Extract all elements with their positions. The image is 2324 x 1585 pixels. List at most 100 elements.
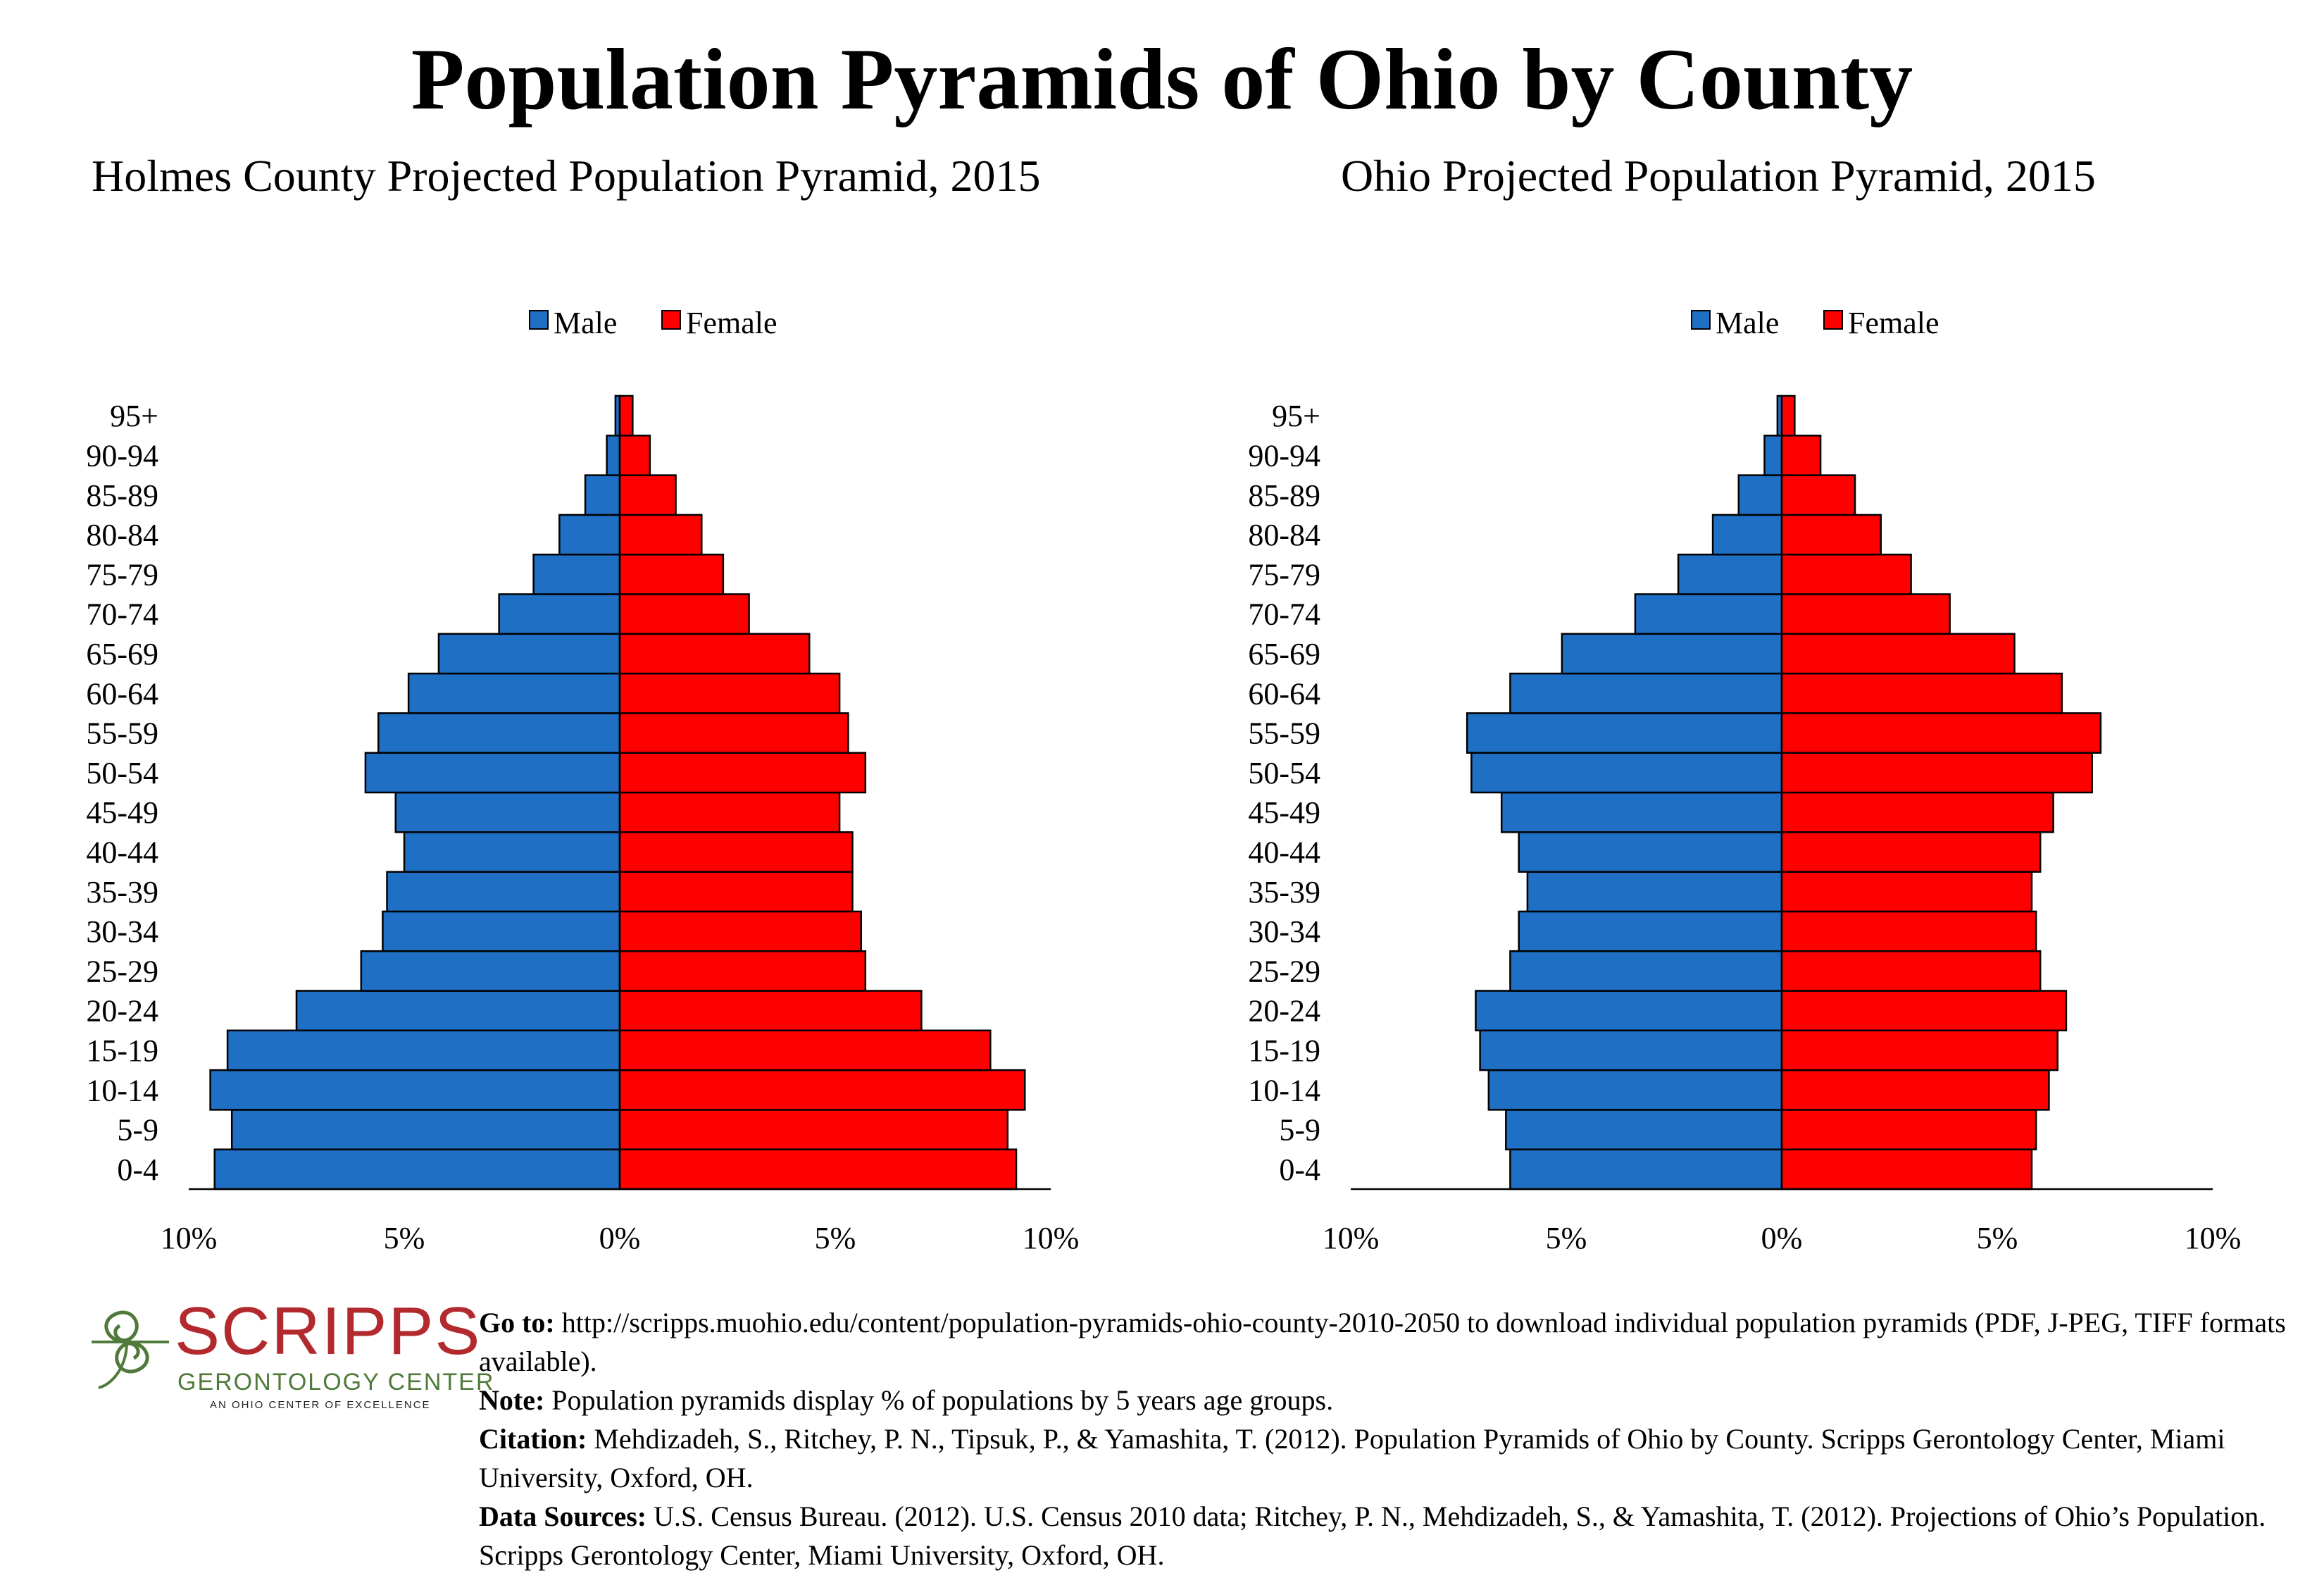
bar-male-15-19	[1479, 1029, 1783, 1071]
footer-notes: Go to: http://scripps.muohio.edu/content…	[479, 1303, 2310, 1574]
bar-female-5-9	[1780, 1109, 2037, 1150]
bar-male-5-9	[1505, 1109, 1783, 1150]
note-line: Note: Population pyramids display % of p…	[479, 1381, 2310, 1419]
bar-male-25-29	[1509, 950, 1783, 992]
bar-male-45-49	[394, 791, 621, 833]
bar-female-50-54	[1780, 752, 2093, 794]
age-label: 15-19	[1248, 1033, 1320, 1068]
bar-female-45-49	[618, 791, 841, 833]
bar-female-75-79	[618, 553, 725, 595]
bar-male-50-54	[1470, 752, 1783, 794]
bar-male-55-59	[377, 712, 621, 754]
sources-text: U.S. Census Bureau. (2012). U.S. Census …	[479, 1500, 2266, 1571]
bar-male-45-49	[1500, 791, 1783, 833]
age-label: 95+	[1272, 399, 1320, 433]
x-tick-label: 10%	[2185, 1221, 2242, 1254]
age-label: 65-69	[1248, 637, 1320, 671]
logo-tagline: AN OHIO CENTER OF EXCELLENCE	[210, 1399, 431, 1411]
x-tick-label: 5%	[1977, 1221, 2018, 1254]
bar-female-95+	[618, 394, 634, 437]
bar-female-70-74	[1780, 593, 1951, 635]
bar-male-60-64	[1509, 672, 1783, 714]
logo-wordmark: SCRIPPS	[175, 1293, 482, 1369]
legend: Male Female	[529, 306, 777, 340]
age-label: 85-89	[1248, 478, 1320, 513]
citation-label: Citation:	[479, 1423, 587, 1455]
age-label: 80-84	[1248, 518, 1320, 552]
x-tick-label: 10%	[1023, 1221, 1080, 1254]
bar-female-0-4	[618, 1148, 1018, 1191]
age-label: 10-14	[1248, 1073, 1320, 1107]
age-label: 75-79	[1248, 557, 1320, 592]
page-title: Population Pyramids of Ohio by County	[411, 31, 1913, 128]
bar-female-85-89	[1780, 474, 1856, 516]
age-label: 20-24	[86, 994, 158, 1028]
age-label: 25-29	[86, 954, 158, 988]
age-label: 45-49	[1248, 795, 1320, 830]
bar-female-15-19	[1780, 1029, 2059, 1071]
chart-title-ohio: Ohio Projected Population Pyramid, 2015	[1341, 151, 2096, 201]
bar-male-85-89	[584, 474, 621, 516]
bar-female-35-39	[1780, 871, 2033, 913]
legend-swatch-male	[529, 310, 549, 330]
note-text: Population pyramids display % of populat…	[551, 1384, 1334, 1416]
age-label: 35-39	[86, 875, 158, 909]
x-tick-label: 0%	[1761, 1221, 1803, 1254]
bar-female-20-24	[618, 990, 923, 1032]
sources-line: Data Sources: U.S. Census Bureau. (2012)…	[479, 1497, 2310, 1574]
bar-female-25-29	[618, 950, 867, 992]
bar-male-10-14	[1487, 1069, 1783, 1111]
bar-male-10-14	[209, 1069, 621, 1111]
bar-female-60-64	[1780, 672, 2063, 714]
bar-male-30-34	[1518, 910, 1783, 952]
bar-female-50-54	[618, 752, 867, 794]
sources-label: Data Sources:	[479, 1500, 647, 1532]
bar-male-55-59	[1466, 712, 1783, 754]
age-label: 50-54	[1248, 756, 1320, 790]
age-label: 55-59	[1248, 716, 1320, 751]
age-label: 40-44	[86, 835, 158, 869]
legend-swatch-female	[1823, 310, 1843, 330]
citation-line: Citation: Mehdizadeh, S., Ritchey, P. N.…	[479, 1419, 2310, 1497]
age-label: 70-74	[86, 597, 158, 632]
age-label: 15-19	[86, 1033, 158, 1068]
bar-female-90-94	[1780, 435, 1822, 476]
bar-male-25-29	[360, 950, 621, 992]
bar-male-40-44	[403, 831, 621, 873]
legend-swatch-female	[661, 310, 681, 330]
bar-female-10-14	[1780, 1069, 2050, 1111]
goto-text: http://scripps.muohio.edu/content/popula…	[479, 1307, 2286, 1377]
goto-line: Go to: http://scripps.muohio.edu/content…	[479, 1303, 2310, 1381]
bar-female-85-89	[618, 474, 677, 516]
legend-swatch-male	[1691, 310, 1711, 330]
bar-male-20-24	[1475, 990, 1783, 1032]
bar-female-5-9	[618, 1109, 1009, 1150]
bar-male-35-39	[1526, 871, 1783, 913]
bar-male-90-94	[606, 435, 621, 476]
note-label: Note:	[479, 1384, 545, 1416]
legend-label-female: Female	[1848, 306, 1939, 340]
bar-female-90-94	[618, 435, 651, 476]
bar-female-20-24	[1780, 990, 2068, 1032]
age-label: 55-59	[86, 716, 158, 751]
bar-male-0-4	[1509, 1148, 1783, 1191]
age-label: 25-29	[1248, 954, 1320, 988]
age-label: 90-94	[86, 438, 158, 473]
bar-male-35-39	[386, 871, 621, 913]
bar-male-65-69	[437, 633, 621, 675]
bar-female-65-69	[1780, 633, 2016, 675]
swirl-icon	[92, 1310, 169, 1389]
bar-male-5-9	[230, 1109, 621, 1150]
bar-male-75-79	[1677, 553, 1783, 595]
bar-female-55-59	[1780, 712, 2102, 754]
age-label: 0-4	[1279, 1152, 1320, 1187]
bar-female-10-14	[618, 1069, 1026, 1111]
age-label: 60-64	[86, 676, 158, 711]
bar-male-80-84	[558, 514, 621, 556]
bar-female-0-4	[1780, 1148, 2033, 1191]
bar-female-15-19	[618, 1029, 992, 1071]
bar-female-30-34	[618, 910, 862, 952]
bar-female-70-74	[618, 593, 750, 635]
bar-male-85-89	[1737, 474, 1783, 516]
bar-female-45-49	[1780, 791, 2054, 833]
